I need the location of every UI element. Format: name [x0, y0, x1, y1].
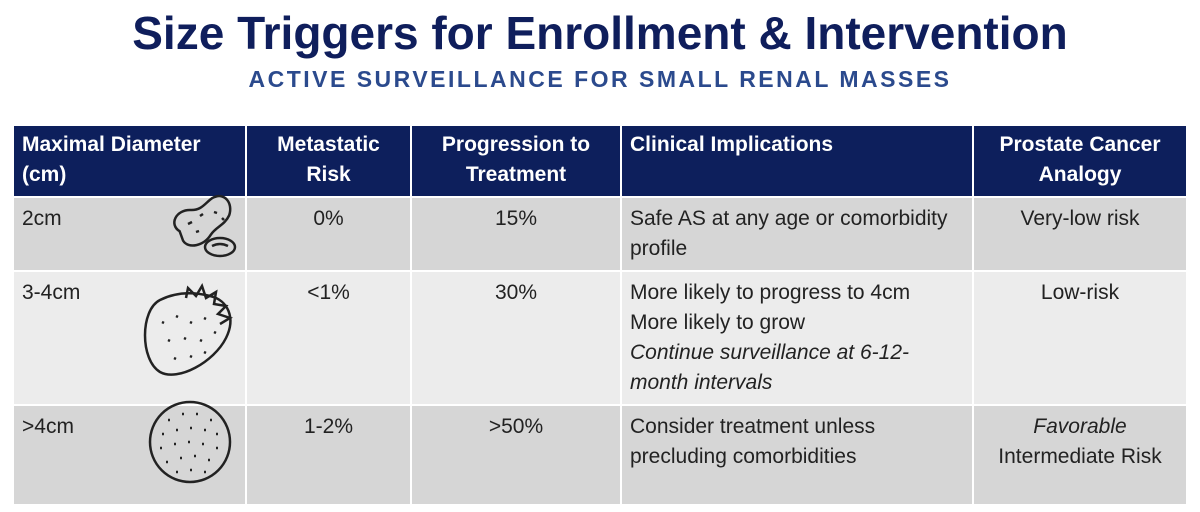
table-cell: 0%: [245, 196, 412, 272]
slide-title: Size Triggers for Enrollment & Intervent…: [132, 7, 1068, 59]
table-cell: 30%: [410, 270, 622, 406]
cell-line: More likely to grow: [630, 311, 806, 334]
slide-subtitle: ACTIVE SURVEILLANCE FOR SMALL RENAL MASS…: [248, 66, 952, 92]
table-cell: Favorable Intermediate Risk: [972, 404, 1188, 506]
table-cell: Consider treatment unless precluding com…: [620, 404, 974, 506]
table-cell: <1%: [245, 270, 412, 406]
table-cell: 1-2%: [245, 404, 412, 506]
cell-line: Continue surveillance at 6-12-month inte…: [630, 341, 909, 394]
cell-line: Very-low risk: [1020, 207, 1140, 230]
table-row: 3-4cm <1% 30% More likely to progress to 4c…: [12, 270, 1188, 406]
table-row: 2cm 0% 15% Safe AS at any age or comorbidit…: [12, 196, 1188, 272]
column-header: Progression to Treatment: [410, 124, 622, 198]
table-cell: 3-4cm: [12, 270, 247, 406]
table-cell: 15%: [410, 196, 622, 272]
cell-line: Low-risk: [1040, 281, 1120, 304]
table-cell: Low-risk: [972, 270, 1188, 406]
table-cell: 2cm: [12, 196, 247, 272]
table-cell: >4cm: [12, 404, 247, 506]
table-cell: Very-low risk: [972, 196, 1188, 272]
column-header: Maximal Diameter (cm): [12, 124, 247, 198]
table-row: >4cm 1-2% >50% Consider treatment unless pr…: [12, 404, 1188, 506]
size-table: Maximal Diameter (cm) Metastatic Risk Prog…: [12, 124, 1188, 506]
table-cell: More likely to progress to 4cm More likel…: [620, 270, 974, 406]
column-header: Clinical Implications: [620, 124, 974, 198]
column-header: Prostate Cancer Analogy: [972, 124, 1188, 198]
table-cell: Safe AS at any age or comorbidity profil…: [620, 196, 974, 272]
header-row: Maximal Diameter (cm) Metastatic Risk Prog…: [12, 124, 1188, 198]
cell-line: Consider treatment unless precluding com…: [630, 415, 876, 468]
cell-line: Safe AS at any age or comorbidity profil…: [630, 207, 948, 260]
cell-line: Intermediate Risk: [998, 445, 1162, 468]
table-cell: >50%: [410, 404, 622, 506]
column-header: Metastatic Risk: [245, 124, 412, 198]
cell-line: Favorable: [1033, 415, 1127, 438]
cell-line: More likely to progress to 4cm: [630, 281, 911, 304]
